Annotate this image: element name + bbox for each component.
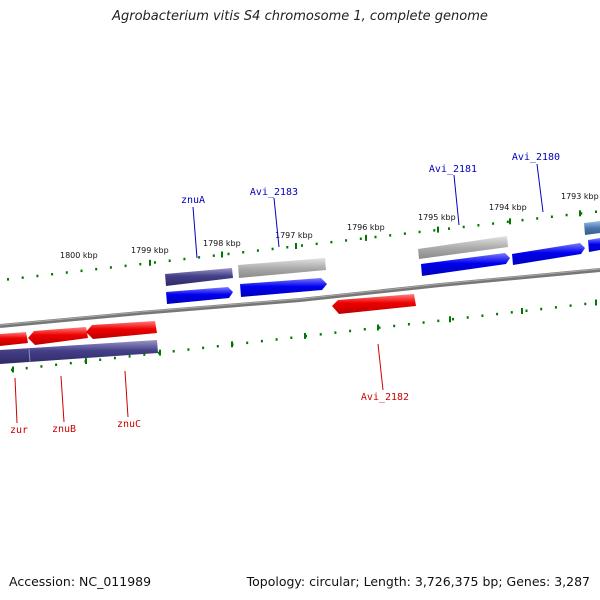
gene-feature-steel[interactable] [584,221,600,235]
kbp-label: 1794 kbp [489,203,527,212]
callout-line [273,197,280,248]
callout-line [124,370,129,418]
gene-feature-purple-lower[interactable] [0,340,158,364]
gene-feature-blue-5[interactable] [588,238,600,252]
callout-line [453,174,460,226]
gene-label-znuA[interactable]: znuA [181,195,205,206]
gene-label-zur[interactable]: zur [10,425,28,436]
chromosome-backbone [0,268,600,328]
accession-text: Accession: NC_011989 [9,574,152,589]
gene-label-Avi_2181[interactable]: Avi_2181 [429,164,477,175]
gene-feature-blue-4[interactable] [512,243,585,265]
kbp-label: 1793 kbp [561,192,599,201]
lower-tick-track [11,299,597,373]
gene-label-Avi_2182[interactable]: Avi_2182 [361,392,409,403]
kbp-label: 1799 kbp [131,246,169,255]
feature-divider [28,348,31,363]
callout-line [377,343,384,391]
gene-feature-blue-2[interactable] [240,278,327,297]
map-title: Agrobacterium vitis S4 chromosome 1, com… [112,9,488,24]
kbp-label: 1795 kbp [418,213,456,222]
upper-tick-track [7,210,597,281]
gene-feature-znuC[interactable] [86,321,157,339]
gene-feature-znuB[interactable] [28,327,88,345]
kbp-label: 1796 kbp [347,223,385,232]
genome-summary-text: Topology: circular; Length: 3,726,375 bp… [246,574,590,589]
gene-feature-gray-1[interactable] [238,258,326,278]
gene-label-znuC[interactable]: znuC [117,419,141,430]
callout-line [60,375,65,423]
chromosome-backbone-highlight [0,268,600,326]
callout-line [192,206,198,259]
callout-line [536,163,544,213]
gene-feature-zur[interactable] [0,332,28,346]
gene-feature-gray-2[interactable] [418,236,508,259]
gene-feature-blue-1[interactable] [166,287,233,304]
gene-feature-Avi_2182[interactable] [332,294,416,314]
callout-line [14,377,18,424]
kbp-axis-labels: 1800 kbp 1799 kbp 1798 kbp 1797 kbp 1796 kbp… [60,192,599,260]
gene-label-Avi_2180[interactable]: Avi_2180 [512,152,560,163]
gene-feature-znuA[interactable] [165,268,233,286]
kbp-label: 1797 kbp [275,231,313,240]
gene-label-znuB[interactable]: znuB [52,424,76,435]
gene-feature-blue-3[interactable] [421,253,510,276]
kbp-label: 1800 kbp [60,251,98,260]
kbp-label: 1798 kbp [203,239,241,248]
gene-label-Avi_2183[interactable]: Avi_2183 [250,187,298,198]
